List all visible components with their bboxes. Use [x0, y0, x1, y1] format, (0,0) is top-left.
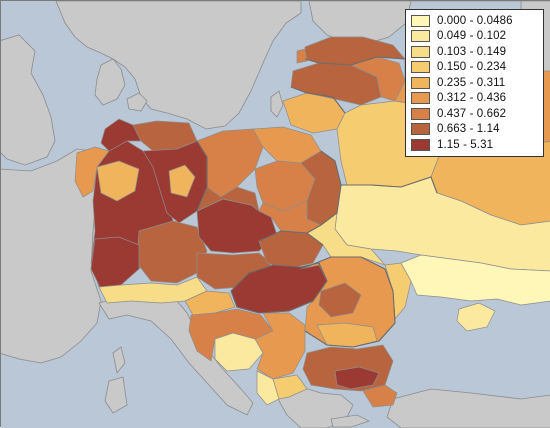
gotland-land [270, 90, 284, 118]
legend-label: 0.000 - 0.0486 [437, 14, 513, 27]
western-europe-land [1, 148, 102, 364]
region-bosnia [214, 332, 264, 372]
border-ukraine-belarus [341, 176, 438, 194]
legend-swatch [411, 61, 430, 74]
legend-swatch [411, 14, 430, 27]
legend-item: 0.437 - 0.662 [411, 106, 539, 122]
legend-label: 0.049 - 0.102 [437, 30, 507, 43]
legend-label: 0.663 - 1.14 [437, 123, 500, 136]
legend-label: 0.235 - 0.311 [437, 76, 506, 89]
country-borders [196, 56, 438, 348]
region-macedonia [272, 374, 308, 400]
region-transylvania [318, 282, 362, 318]
region-bulgaria-south [334, 366, 380, 390]
map-legend: 0.000 - 0.0486 0.049 - 0.102 0.103 - 0.149… [405, 9, 544, 157]
region-albania [256, 370, 280, 406]
legend-swatch [411, 92, 430, 105]
border-romania [300, 256, 396, 348]
zealand-land [126, 92, 148, 112]
legend-label: 0.437 - 0.662 [437, 107, 507, 120]
border-hungary [230, 262, 328, 314]
legend-item: 0.049 - 0.102 [411, 29, 539, 45]
great-britain-land [1, 34, 56, 166]
scandinavia-land [55, 1, 302, 130]
border-poland-east [306, 150, 342, 234]
region-estonia-islands [296, 48, 308, 64]
legend-swatch [411, 30, 430, 43]
region-thrace [362, 384, 398, 408]
legend-item: 0.235 - 0.311 [411, 75, 539, 91]
region-ukraine-south [400, 254, 550, 306]
legend-label: 0.312 - 0.436 [437, 92, 507, 105]
region-berlin-area [168, 164, 196, 198]
border-baltics [290, 56, 406, 114]
crete-land [330, 414, 371, 428]
legend-item: 0.103 - 0.149 [411, 44, 539, 60]
legend-swatch [411, 123, 430, 136]
legend-item: 0.000 - 0.0486 [411, 13, 539, 29]
legend-label: 0.150 - 0.234 [437, 61, 507, 74]
anatolia-land [386, 388, 550, 428]
legend-swatch [411, 138, 430, 151]
legend-item: 0.150 - 0.234 [411, 60, 539, 76]
region-north-germany [74, 146, 110, 198]
region-saar-baden [90, 236, 140, 290]
region-poland-south [258, 200, 322, 234]
italy-land [98, 290, 254, 416]
denmark-land [94, 58, 126, 106]
border-carpathian [258, 230, 324, 246]
border-germany-poland [196, 140, 208, 212]
legend-swatch [411, 76, 430, 89]
legend-item: 1.15 - 5.31 [411, 137, 539, 153]
sardinia-land [104, 376, 128, 414]
region-schleswig [100, 118, 142, 152]
region-crimea [456, 302, 496, 332]
corsica-land [112, 346, 126, 374]
legend-swatch [411, 107, 430, 120]
legend-swatch [411, 45, 430, 58]
legend-item: 0.312 - 0.436 [411, 91, 539, 107]
region-netherlands-belt [96, 160, 140, 202]
legend-item: 0.663 - 1.14 [411, 122, 539, 138]
legend-label: 1.15 - 5.31 [437, 138, 494, 151]
legend-label: 0.103 - 0.149 [437, 45, 507, 58]
